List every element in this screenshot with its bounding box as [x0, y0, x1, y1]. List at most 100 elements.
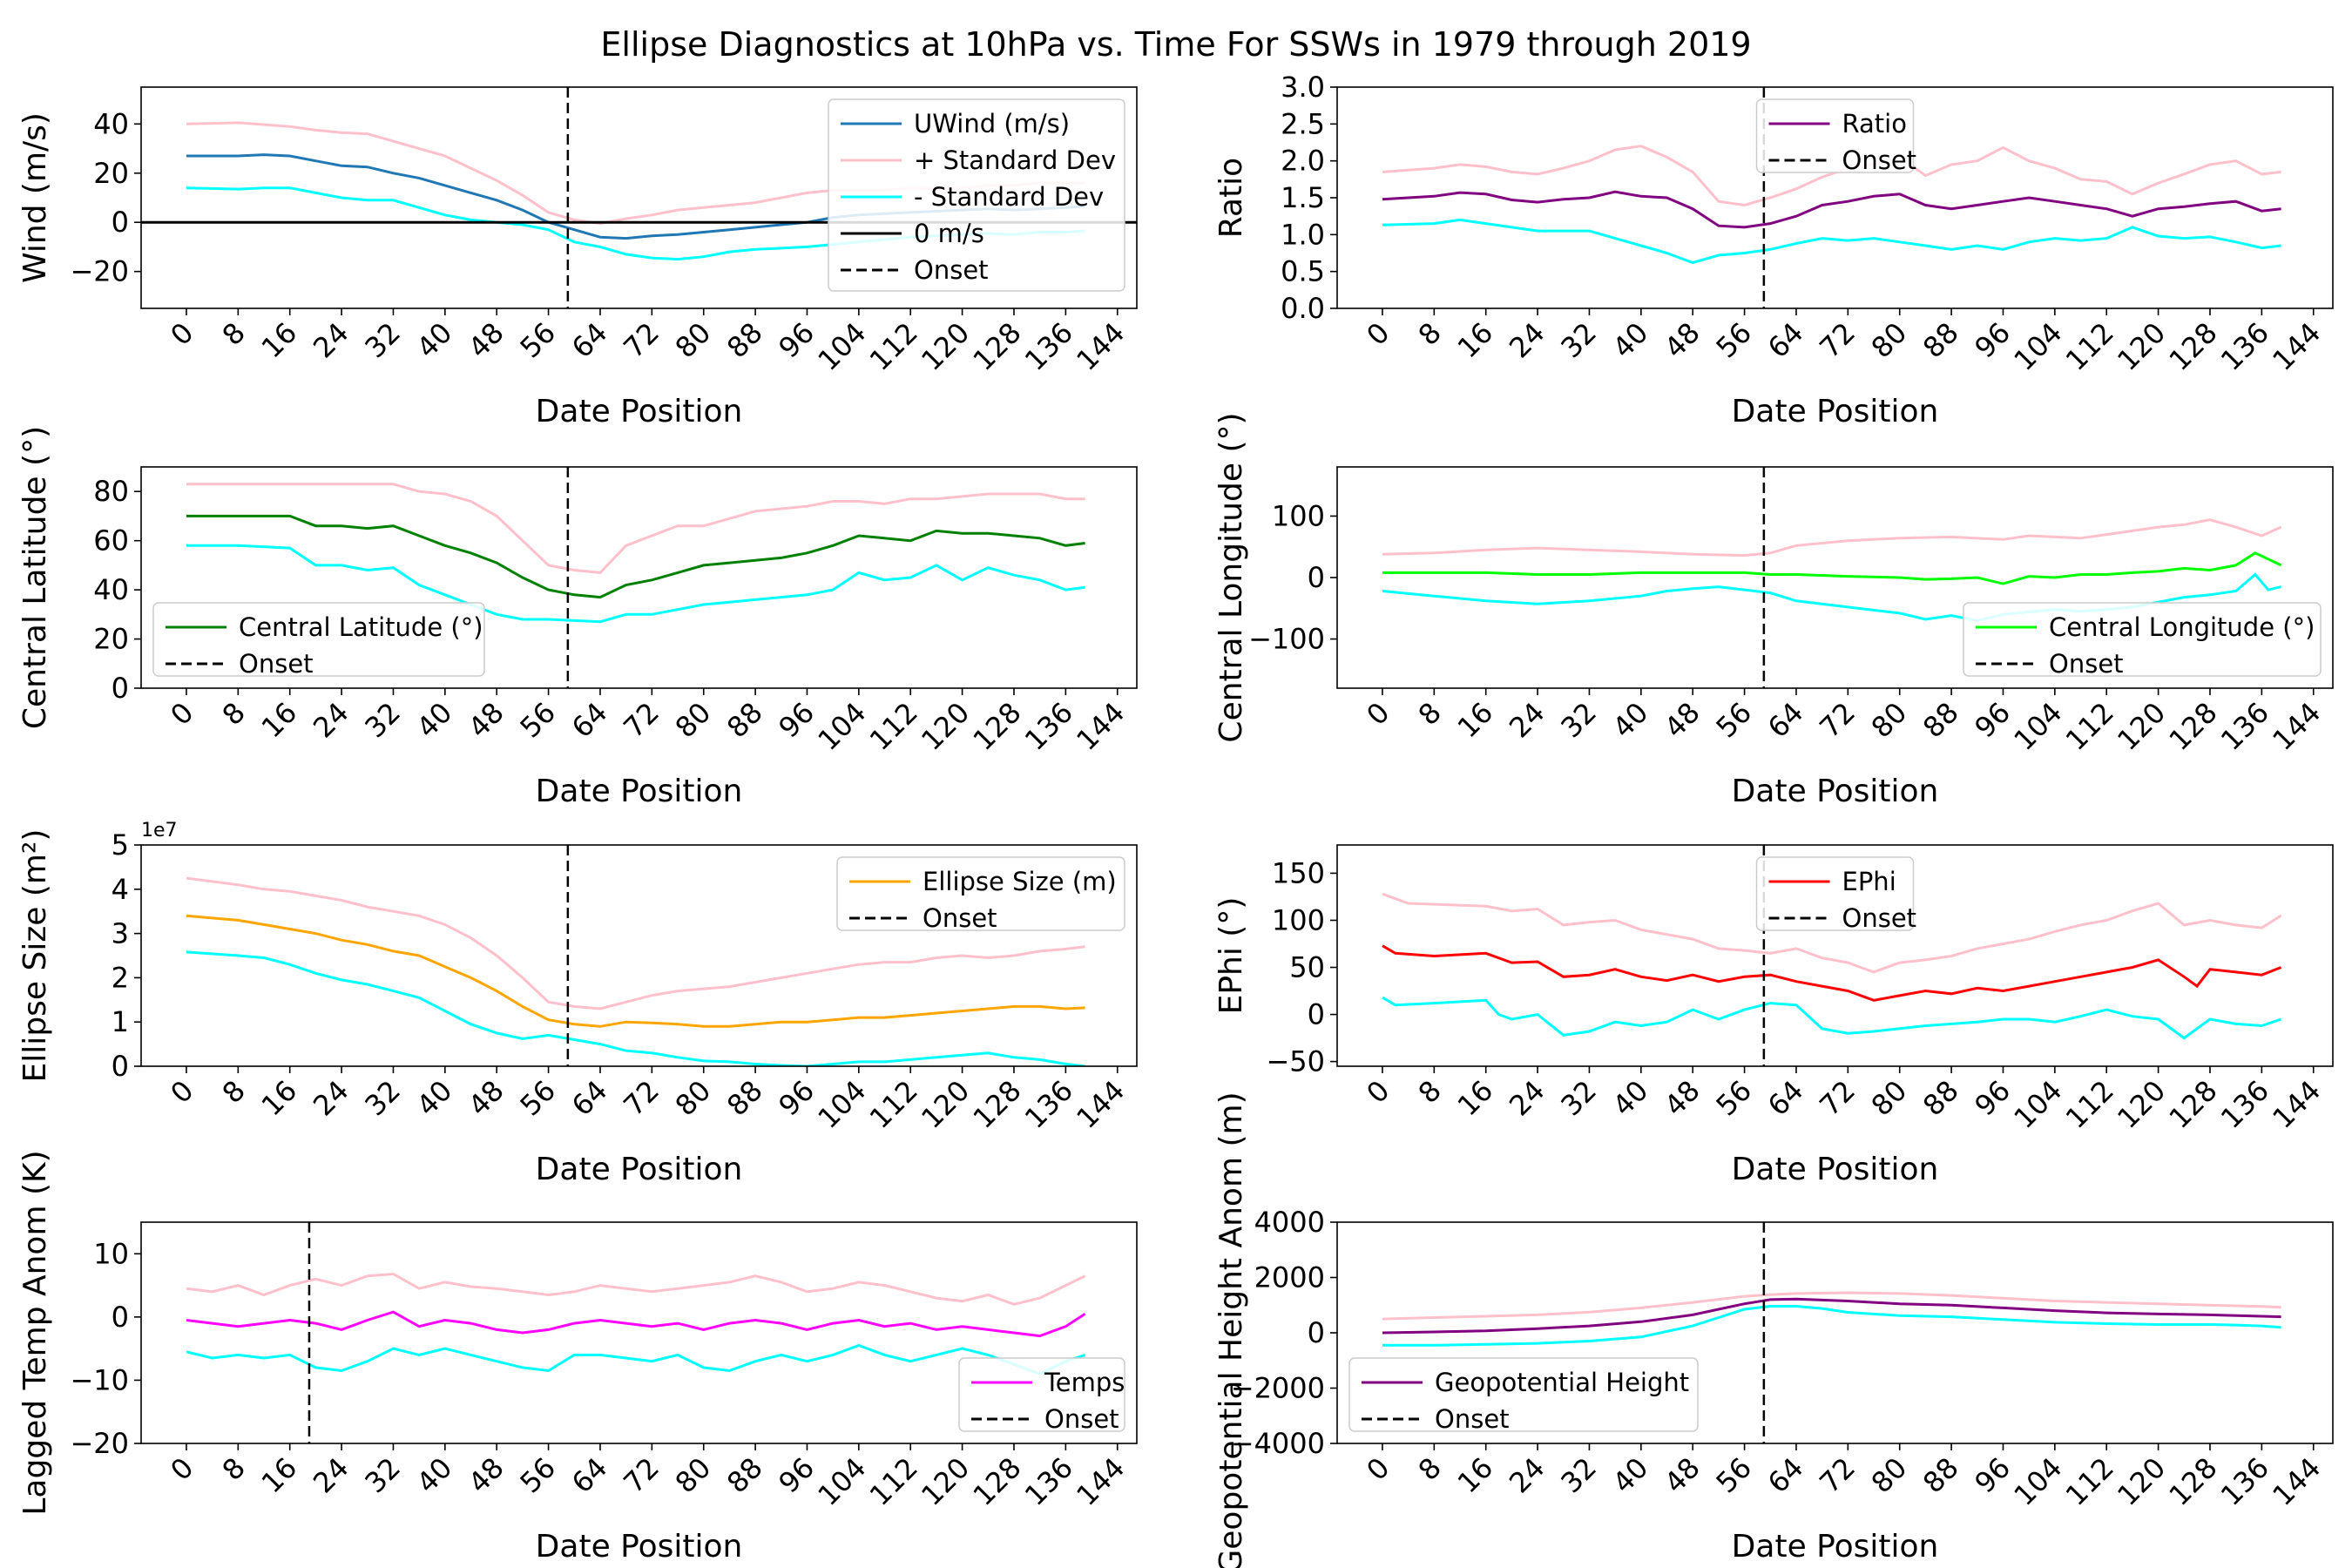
x-tick-label: 32 — [358, 1074, 407, 1123]
x-tick-label: 16 — [1451, 1074, 1500, 1123]
x-axis-label: Date Position — [536, 1529, 743, 1565]
x-axis-label: Date Position — [536, 774, 743, 809]
x-tick-label: 88 — [1916, 316, 1965, 365]
x-tick-label: 32 — [358, 316, 407, 365]
x-tick-label: 88 — [720, 316, 769, 365]
y-tick-label: 4 — [112, 873, 129, 906]
x-tick-label: 128 — [967, 1074, 1028, 1135]
x-tick-label: 104 — [2007, 316, 2068, 377]
series-line--standard-dev — [1382, 518, 2282, 558]
figure-title: Ellipse Diagnostics at 10hPa vs. Time Fo… — [600, 25, 1751, 64]
x-tick-label: 128 — [967, 316, 1028, 377]
legend-label: Onset — [1842, 903, 1917, 933]
x-tick-label: 64 — [1761, 696, 1810, 745]
legend-label: Central Latitude (°) — [239, 612, 483, 642]
x-tick-label: 16 — [255, 1451, 304, 1500]
x-tick-label: 104 — [811, 696, 872, 757]
x-tick-label: 104 — [2007, 1451, 2068, 1512]
x-tick-label: 120 — [2111, 696, 2172, 757]
y-tick-label: 100 — [1272, 903, 1325, 936]
x-tick-label: 24 — [1503, 1074, 1551, 1123]
y-offset-text: 1e7 — [141, 820, 178, 841]
series-line-temps — [186, 1310, 1086, 1338]
legend-label: Onset — [1842, 145, 1917, 175]
x-tick-label: 72 — [617, 1451, 666, 1500]
x-tick-label: 24 — [1503, 696, 1551, 745]
x-tick-label: 56 — [1710, 1074, 1759, 1123]
x-tick-label: 0 — [164, 696, 199, 732]
legend-label: Onset — [239, 649, 314, 679]
x-tick-label: 64 — [1761, 316, 1810, 365]
y-tick-label: −100 — [1248, 623, 1325, 656]
y-tick-label: 2 — [112, 961, 129, 994]
x-tick-label: 16 — [1451, 1451, 1500, 1500]
x-tick-label: 128 — [967, 1451, 1028, 1512]
x-tick-label: 88 — [720, 1451, 769, 1500]
y-tick-label: 10 — [93, 1237, 129, 1270]
x-tick-label: 32 — [1554, 1074, 1603, 1123]
series-line--standard-dev — [186, 544, 1085, 624]
legend-label: Central Longitude (°) — [2049, 612, 2315, 642]
x-tick-label: 112 — [863, 696, 924, 757]
x-tick-label: 32 — [1554, 316, 1603, 365]
x-tick-label: 128 — [2163, 1451, 2224, 1512]
x-tick-label: 96 — [1968, 1451, 2017, 1500]
x-tick-label: 48 — [462, 1074, 510, 1123]
x-tick-label: 8 — [1412, 316, 1448, 352]
x-tick-label: 40 — [410, 1451, 459, 1500]
x-axis-label: Date Position — [536, 1152, 743, 1187]
x-tick-label: 48 — [462, 316, 510, 365]
x-tick-label: 48 — [462, 696, 510, 745]
x-tick-label: 144 — [1070, 696, 1131, 757]
x-tick-label: 0 — [1360, 1074, 1396, 1110]
plot-frame — [140, 466, 1138, 689]
legend-box — [836, 856, 1125, 931]
series-line-ellipse-size-m- — [186, 914, 1085, 1028]
x-tick-label: 8 — [1412, 696, 1448, 732]
x-tick-label: 112 — [2059, 1451, 2120, 1512]
x-tick-label: 32 — [358, 1451, 407, 1500]
x-tick-label: 56 — [514, 1451, 563, 1500]
x-tick-label: 0 — [164, 1074, 199, 1110]
x-tick-label: 88 — [720, 696, 769, 745]
x-tick-label: 72 — [1813, 316, 1862, 365]
x-tick-label: 72 — [1813, 696, 1862, 745]
y-tick-label: 5 — [112, 828, 129, 862]
legend-label: EPhi — [1842, 867, 1896, 896]
x-tick-label: 144 — [1070, 1074, 1131, 1135]
y-tick-label: 2.0 — [1281, 145, 1325, 178]
legend-label: Ellipse Size (m) — [923, 867, 1117, 896]
x-tick-label: 80 — [1865, 1451, 1914, 1500]
y-tick-label: 20 — [93, 623, 129, 656]
y-tick-label: 0 — [1308, 1316, 1325, 1349]
x-tick-label: 72 — [1813, 1451, 1862, 1500]
x-tick-label: 96 — [772, 1451, 821, 1500]
x-tick-label: 144 — [1070, 1451, 1131, 1512]
y-tick-label: −10 — [70, 1363, 129, 1396]
series-line--standard-dev — [1382, 218, 2281, 265]
x-axis-label: Date Position — [1732, 1529, 1939, 1565]
legend-label: UWind (m/s) — [914, 109, 1070, 139]
x-tick-label: 80 — [1865, 316, 1914, 365]
x-tick-label: 72 — [617, 316, 666, 365]
x-tick-label: 64 — [1761, 1074, 1810, 1123]
x-tick-label: 136 — [2214, 316, 2275, 377]
x-tick-label: 0 — [1360, 1451, 1396, 1487]
x-tick-label: 24 — [307, 696, 355, 745]
y-axis-label: Lagged Temp Anom (K) — [17, 1150, 53, 1515]
x-tick-label: 8 — [216, 1451, 252, 1487]
legend-label: Geopotential Height — [1435, 1368, 1689, 1397]
series-line--standard-dev — [186, 483, 1085, 574]
y-tick-label: 80 — [93, 475, 129, 508]
y-tick-label: 3 — [112, 917, 129, 950]
x-tick-label: 8 — [216, 696, 252, 732]
series-line-ratio — [1382, 190, 2281, 229]
x-axis-label: Date Position — [1732, 1152, 1939, 1187]
x-tick-label: 128 — [2163, 316, 2224, 377]
x-tick-label: 128 — [2163, 696, 2224, 757]
x-tick-label: 8 — [216, 1074, 252, 1110]
x-tick-label: 112 — [2059, 1074, 2120, 1135]
x-tick-label: 96 — [1968, 316, 2017, 365]
